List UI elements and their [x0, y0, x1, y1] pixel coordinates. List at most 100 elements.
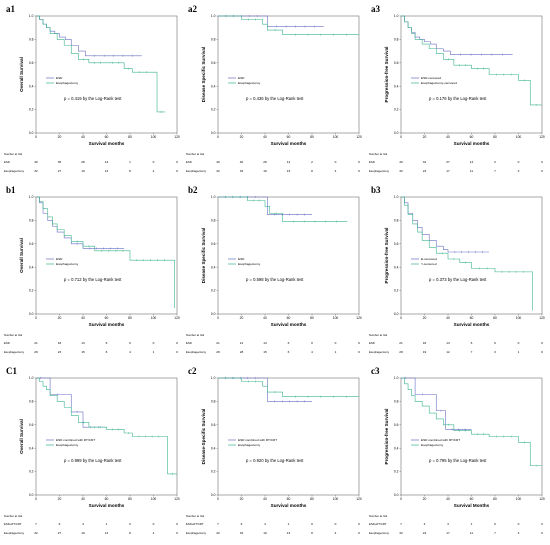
risk-table-header: Number at risk [369, 333, 388, 337]
y-tick-label: 0.6 [211, 61, 216, 65]
y-tick-label: 0.6 [394, 423, 399, 427]
x-tick-label: 80 [310, 497, 314, 501]
risk-cell: 7 [471, 350, 473, 354]
y-tick-label: 0.8 [29, 219, 34, 223]
risk-cell: 6 [241, 522, 243, 526]
legend-entry: ESD [238, 257, 245, 261]
risk-table-header: Number at risk [4, 152, 23, 156]
y-tick-label: 0.6 [29, 242, 34, 246]
x-tick-label: 20 [423, 316, 427, 320]
x-tick-label: 0 [400, 135, 402, 139]
y-tick-label: 0.0 [211, 131, 216, 135]
risk-cell: 13 [287, 531, 291, 535]
series-line-1 [218, 377, 359, 398]
risk-cell: 1 [129, 160, 131, 164]
x-tick-label: 120 [356, 135, 362, 139]
risk-cell: 0 [335, 341, 337, 345]
y-tick-label: 1.0 [394, 14, 399, 18]
risk-table-header: Number at risk [4, 333, 23, 337]
y-tick-label: 0.4 [29, 265, 34, 269]
series-line-0 [218, 15, 324, 27]
x-tick-label: 100 [333, 497, 339, 501]
legend-entry: Y-censored [421, 262, 437, 266]
p-value-text: p = 0.419 by the Log-Rank test [64, 96, 122, 101]
y-tick-label: 0.2 [29, 470, 34, 474]
plot-frame [400, 377, 543, 496]
risk-cell: 19 [81, 169, 85, 173]
risk-cell: 32 [399, 169, 403, 173]
risk-table-header: Number at risk [186, 152, 205, 156]
risk-cell: 28 [81, 160, 85, 164]
risk-row-label: ESD [4, 341, 10, 345]
x-tick-label: 0 [400, 497, 402, 501]
plot-frame [35, 196, 178, 315]
x-tick-label: 0 [35, 316, 37, 320]
series-line-1 [36, 377, 177, 475]
risk-cell: 13 [105, 169, 109, 173]
km-panel-c1: C1 0.0 0.2 0.4 0.6 0.8 1.0 0 20 40 60 80 100 120 Survi… [2, 364, 185, 545]
legend-entry: Esophagectomy [238, 81, 261, 85]
km-chart-svg: a30.00.20.40.60.81.00 20 40 60 80 100 120Survi… [369, 4, 545, 173]
risk-cell: 6 [288, 341, 290, 345]
risk-row-label: ESD [186, 341, 192, 345]
y-tick-label: 1.0 [29, 14, 34, 18]
risk-cell: 34 [423, 160, 427, 164]
risk-cell: 0 [153, 160, 155, 164]
risk-row-label: ESD [369, 160, 375, 164]
y-tick-label: 0.6 [394, 61, 399, 65]
risk-cell: 32 [240, 169, 244, 173]
risk-cell: 0 [541, 169, 543, 173]
risk-cell: 40 [34, 160, 38, 164]
risk-cell: 28 [216, 350, 220, 354]
p-value-text: p = 0.373 by the Log-Rank test [429, 277, 487, 282]
risk-cell: 0 [176, 531, 178, 535]
risk-cell: 4 [311, 350, 313, 354]
km-chart-svg: c30.00.20.40.60.81.00 20 40 60 80 100 120Survi… [369, 366, 545, 535]
x-tick-label: 60 [470, 135, 474, 139]
km-chart-svg: a20.00.20.40.60.81.00 20 40 60 80 100 120Survi… [186, 4, 362, 173]
x-tick-label: 120 [539, 497, 545, 501]
risk-cell: 19 [263, 169, 267, 173]
risk-row-label: Esophagectomy [4, 531, 25, 535]
x-tick-label: 60 [287, 497, 291, 501]
risk-row-label: ESD+RT/CRT [369, 522, 387, 526]
y-tick-label: 0.0 [29, 131, 34, 135]
series-line-0 [401, 15, 513, 55]
legend-entry: Esophagectomy [421, 443, 444, 447]
risk-cell: 0 [518, 522, 520, 526]
x-tick-label: 100 [333, 135, 339, 139]
x-tick-label: 20 [58, 316, 62, 320]
risk-cell: 28 [240, 350, 244, 354]
x-tick-label: 0 [217, 316, 219, 320]
panel-label: b3 [371, 185, 381, 195]
y-tick-label: 1.0 [394, 376, 399, 380]
risk-cell: 0 [541, 160, 543, 164]
risk-cell: 13 [105, 531, 109, 535]
y-tick-label: 0.2 [29, 289, 34, 293]
x-axis-label: Survival months [271, 322, 307, 327]
risk-cell: 14 [470, 160, 474, 164]
y-tick-label: 0.0 [394, 131, 399, 135]
x-tick-label: 40 [446, 497, 450, 501]
risk-cell: 8 [311, 531, 313, 535]
y-axis-label: Disease Specific Survival [201, 228, 206, 283]
series-line-0 [401, 196, 490, 253]
x-axis-label: Survival months [454, 322, 490, 327]
risk-cell: 32 [34, 531, 38, 535]
series-line-0 [36, 377, 107, 428]
risk-cell: 4 [129, 350, 131, 354]
y-axis-label: Progression-free Survival [384, 47, 389, 103]
y-tick-label: 0.8 [29, 38, 34, 42]
risk-cell: 4 [153, 531, 155, 535]
risk-cell: 8 [129, 531, 131, 535]
panel-label: C1 [6, 366, 17, 376]
x-tick-label: 40 [81, 316, 85, 320]
legend-entry: E-censored [421, 257, 437, 261]
legend-entry: ESD [56, 76, 63, 80]
x-tick-label: 120 [356, 316, 362, 320]
risk-cell: 0 [541, 531, 543, 535]
panel-label: c2 [188, 366, 197, 376]
x-tick-label: 0 [217, 497, 219, 501]
risk-cell: 32 [34, 169, 38, 173]
x-tick-label: 120 [356, 497, 362, 501]
